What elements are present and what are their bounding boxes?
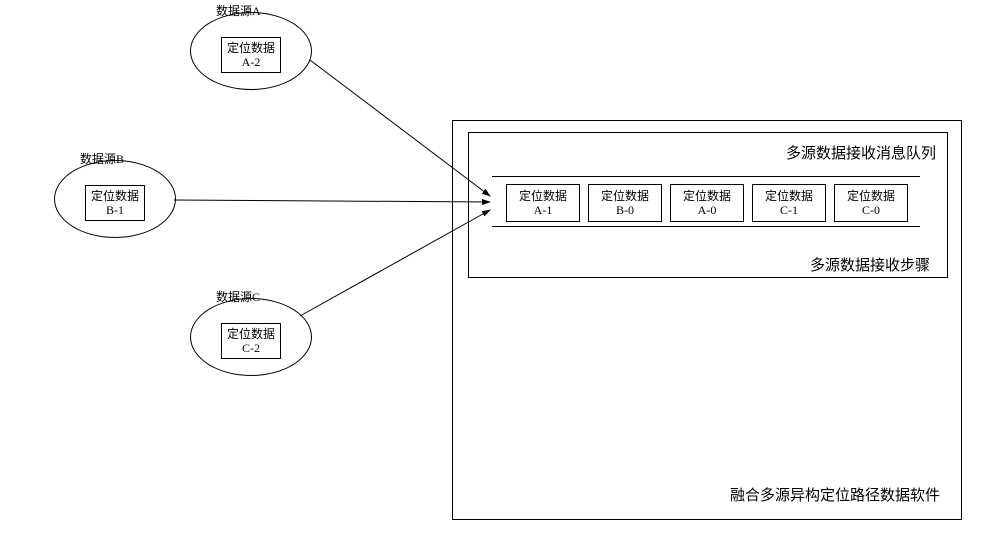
queue-title: 多源数据接收消息队列 bbox=[786, 142, 936, 163]
source-b-data-box: 定位数据 B-1 bbox=[85, 185, 145, 221]
source-b-label: 数据源B bbox=[80, 150, 124, 167]
source-c-ellipse: 定位数据 C-2 bbox=[190, 298, 312, 376]
queue-item: 定位数据 A-1 bbox=[506, 184, 580, 222]
queue-item-l1: 定位数据 bbox=[519, 189, 567, 203]
queue-item-l1: 定位数据 bbox=[847, 189, 895, 203]
source-a-label: 数据源A bbox=[216, 2, 261, 19]
queue-item: 定位数据 B-0 bbox=[588, 184, 662, 222]
queue-item-l1: 定位数据 bbox=[683, 189, 731, 203]
source-c-data-box: 定位数据 C-2 bbox=[221, 323, 281, 359]
queue-line-bottom bbox=[492, 226, 920, 227]
arrow-b bbox=[174, 200, 490, 202]
queue-item: 定位数据 A-0 bbox=[670, 184, 744, 222]
source-a-box-l2: A-2 bbox=[242, 55, 261, 69]
queue-item: 定位数据 C-0 bbox=[834, 184, 908, 222]
queue-item-l1: 定位数据 bbox=[601, 189, 649, 203]
source-c-box-l2: C-2 bbox=[242, 341, 260, 355]
footer-label: 融合多源异构定位路径数据软件 bbox=[730, 484, 940, 505]
queue-item-l2: A-0 bbox=[698, 203, 717, 217]
queue-item-l1: 定位数据 bbox=[765, 189, 813, 203]
queue-item-l2: A-1 bbox=[534, 203, 553, 217]
queue-line-top bbox=[492, 176, 920, 177]
source-a-ellipse: 定位数据 A-2 bbox=[190, 12, 312, 90]
source-c-label: 数据源C bbox=[216, 288, 260, 305]
source-b-box-l1: 定位数据 bbox=[91, 189, 139, 203]
source-b-ellipse: 定位数据 B-1 bbox=[54, 160, 176, 238]
queue-item-l2: C-0 bbox=[862, 203, 880, 217]
queue-item-l2: C-1 bbox=[780, 203, 798, 217]
step-label: 多源数据接收步骤 bbox=[810, 254, 930, 275]
source-a-data-box: 定位数据 A-2 bbox=[221, 37, 281, 73]
source-b-box-l2: B-1 bbox=[106, 203, 124, 217]
source-c-box-l1: 定位数据 bbox=[227, 327, 275, 341]
queue-item-l2: B-0 bbox=[616, 203, 634, 217]
source-a-box-l1: 定位数据 bbox=[227, 41, 275, 55]
queue-row: 定位数据 A-1 定位数据 B-0 定位数据 A-0 定位数据 C-1 定位数据… bbox=[506, 184, 908, 222]
queue-item: 定位数据 C-1 bbox=[752, 184, 826, 222]
